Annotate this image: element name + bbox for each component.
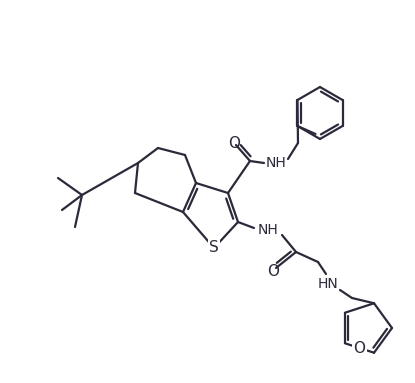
Text: O: O [267,264,279,278]
Text: NH: NH [258,223,278,237]
Text: O: O [228,136,240,152]
Text: HN: HN [317,277,338,291]
Text: NH: NH [266,156,286,170]
Text: O: O [354,340,366,355]
Text: S: S [209,241,219,255]
